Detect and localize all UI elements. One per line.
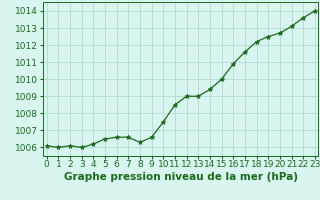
X-axis label: Graphe pression niveau de la mer (hPa): Graphe pression niveau de la mer (hPa)	[64, 172, 298, 182]
